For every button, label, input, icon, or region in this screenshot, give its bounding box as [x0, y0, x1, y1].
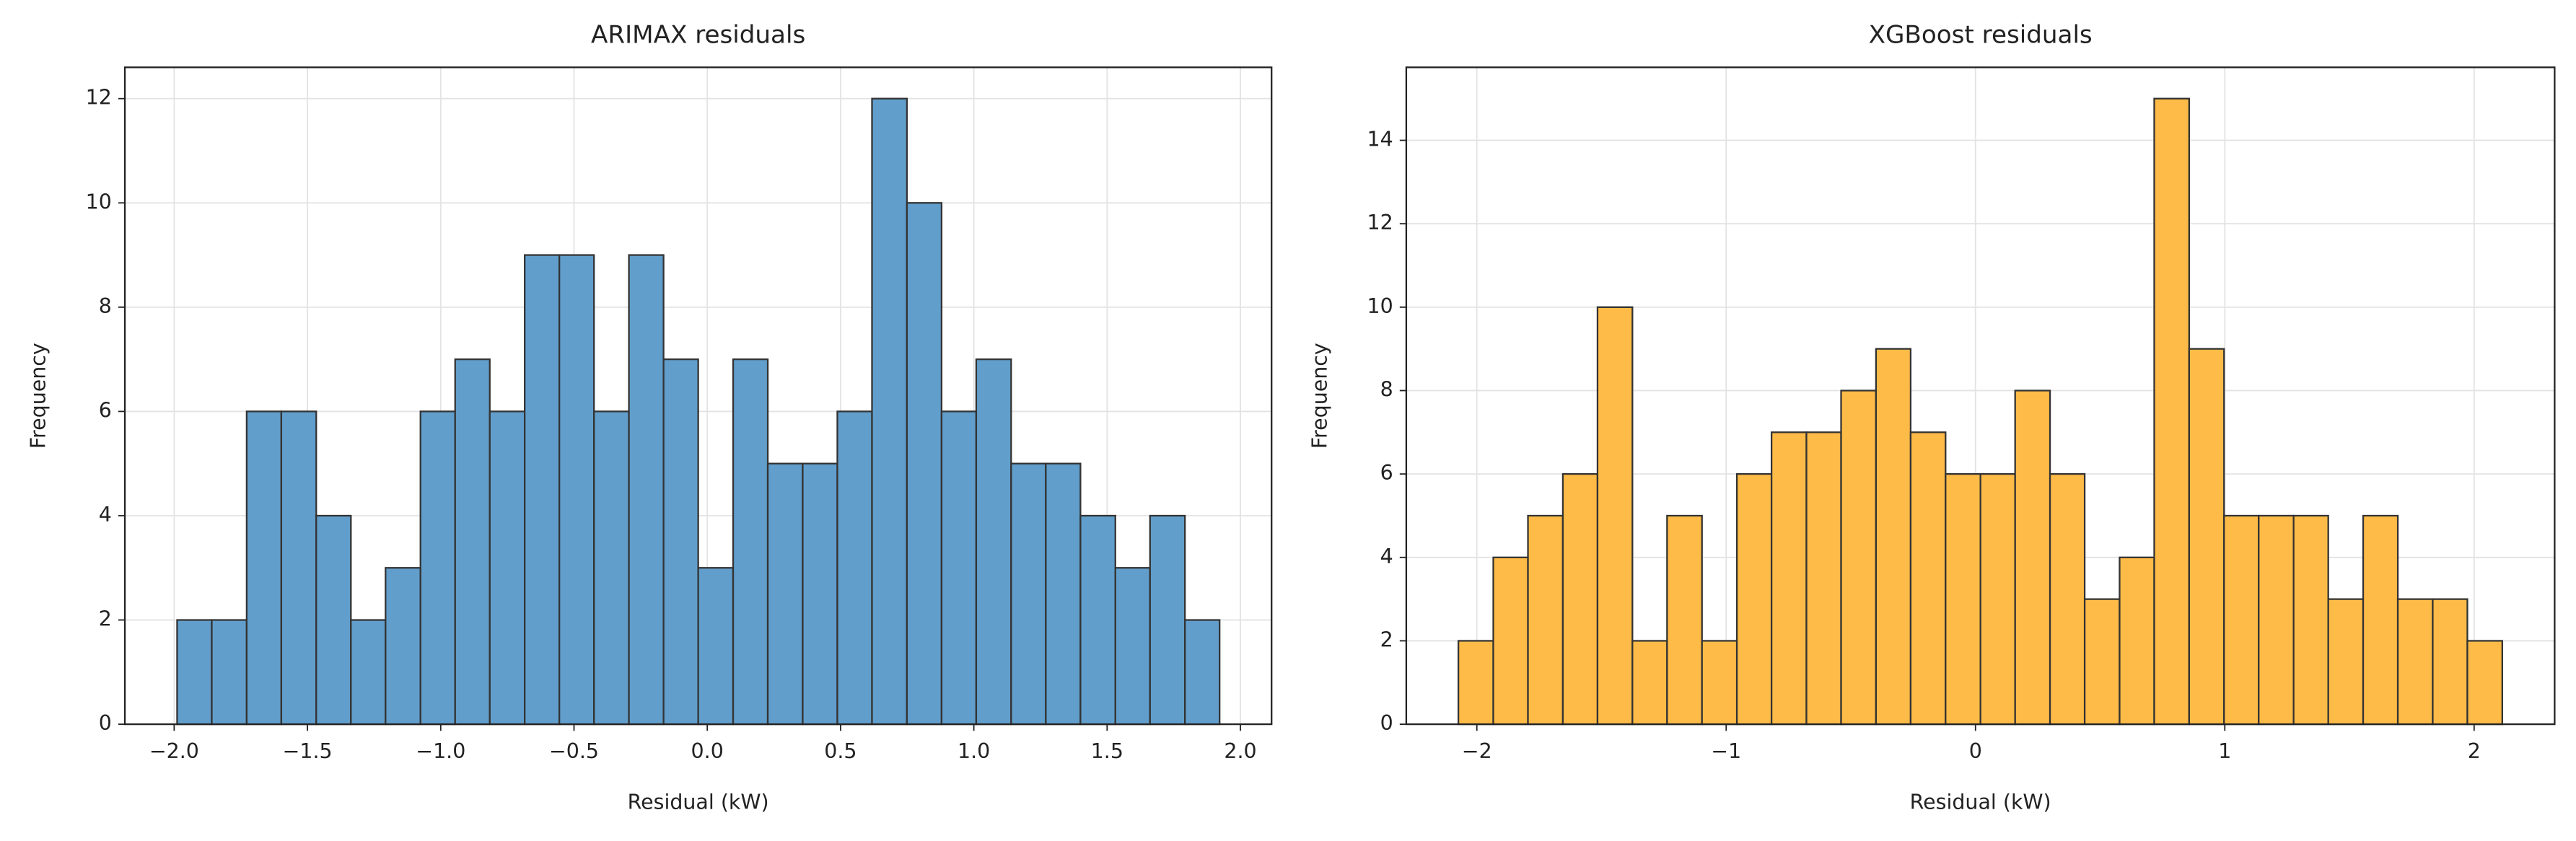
y-tick-label: 6 [99, 398, 112, 422]
histogram-bar [802, 462, 838, 726]
histogram-bar [2327, 598, 2365, 726]
histogram-bar [662, 358, 699, 726]
histogram-bar [419, 410, 456, 726]
y-tick-label: 2 [99, 607, 112, 631]
histogram-bar [1979, 473, 2016, 726]
y-tick-label: 0 [1380, 711, 1393, 735]
x-tick-label: −2.0 [149, 739, 199, 763]
x-tick-label: −2 [1462, 739, 1492, 763]
histogram-bar [1840, 389, 1878, 726]
histogram-bar [315, 514, 352, 726]
histogram-bar [628, 254, 665, 726]
x-tick-label: −0.5 [549, 739, 599, 763]
histogram-bar [906, 202, 943, 726]
histogram-bar [2119, 556, 2155, 726]
histogram-bar [454, 358, 491, 726]
histogram-bar [1770, 431, 1808, 726]
y-tick-label: 14 [1367, 128, 1393, 151]
histogram-bar [2014, 389, 2051, 726]
histogram-bar [732, 358, 769, 726]
y-tick-label: 12 [86, 86, 112, 110]
y-tick-label: 12 [1367, 211, 1393, 234]
x-tick-label: −1.0 [416, 739, 465, 763]
histogram-bar [524, 254, 561, 726]
histogram-bar [2049, 473, 2086, 726]
y-tick-label: 8 [1380, 378, 1393, 402]
y-axis-label: Frequency [1308, 343, 1332, 449]
histogram-bar [1114, 567, 1151, 726]
histogram-bar [1631, 640, 1668, 726]
x-tick-label: 1 [2218, 739, 2231, 763]
histogram-bar [1045, 462, 1082, 726]
histogram-bar [1701, 640, 1738, 726]
histogram-bar [836, 410, 873, 726]
x-tick-label: −1 [1711, 739, 1741, 763]
histogram-bar [1527, 514, 1564, 726]
x-tick-label: 0.0 [691, 739, 724, 763]
histogram-bar [1458, 640, 1494, 726]
y-tick-label: 0 [99, 711, 112, 735]
y-tick-label: 6 [1380, 461, 1393, 485]
histogram-bar [280, 410, 317, 726]
y-tick-label: 10 [86, 190, 112, 213]
histogram-bar [975, 358, 1012, 726]
x-tick-label: 1.5 [1091, 739, 1123, 763]
histogram-bar [1909, 431, 1947, 726]
y-tick-label: 10 [1367, 294, 1393, 318]
histogram-bar [593, 410, 630, 726]
histogram-bar [176, 619, 213, 726]
chart-title: XGBoost residuals [1869, 21, 2093, 50]
histogram-bar [245, 410, 283, 726]
histogram-bar [1596, 306, 1634, 726]
histogram-bar [2432, 598, 2468, 726]
histogram-bar [1492, 556, 1529, 726]
histogram-bar [2292, 514, 2329, 726]
y-tick-label: 4 [1380, 545, 1393, 568]
histogram-bar [2466, 640, 2503, 726]
histogram-bar [2153, 97, 2191, 726]
x-tick-label: 2.0 [1224, 739, 1256, 763]
histogram-bar [1805, 431, 1842, 726]
y-tick-label: 4 [99, 503, 112, 527]
x-tick-label: 1.0 [958, 739, 990, 763]
histogram-bar [766, 462, 804, 726]
x-axis-label: Residual (kW) [1910, 790, 2051, 814]
histogram-bar [1666, 514, 1703, 726]
histogram-bar [1945, 473, 1981, 726]
histogram-bar [489, 410, 526, 726]
x-axis-label: Residual (kW) [628, 790, 769, 814]
histogram-bar [940, 410, 978, 726]
histogram-bar [1184, 619, 1221, 726]
histogram-bar [871, 97, 908, 726]
histogram-bar [2362, 514, 2399, 726]
histogram-bar [1149, 514, 1186, 726]
histogram-bar [1010, 462, 1047, 726]
histogram-bar [2258, 514, 2295, 726]
axes-frame [123, 66, 1273, 726]
histogram-bar [2188, 348, 2225, 726]
histogram-bar [1735, 473, 1773, 726]
histogram-bar [350, 619, 387, 726]
histogram-bar [1561, 473, 1599, 726]
y-axis-label: Frequency [27, 343, 51, 449]
x-tick-label: 2 [2468, 739, 2481, 763]
x-tick-label: 0 [1969, 739, 1982, 763]
chart-title: ARIMAX residuals [591, 21, 805, 50]
y-tick-label: 8 [99, 294, 112, 318]
histogram-bar [2396, 598, 2434, 726]
histogram-bar [697, 567, 735, 726]
histogram-bar [558, 254, 595, 726]
histogram-bar [1875, 348, 1912, 726]
histogram-bar [1079, 514, 1116, 726]
histogram-bar [2223, 514, 2260, 726]
x-tick-label: −1.5 [283, 739, 333, 763]
histogram-bar [211, 619, 247, 726]
y-tick-label: 2 [1380, 628, 1393, 651]
axes-frame [1405, 66, 2556, 726]
histogram-bar [385, 567, 421, 726]
x-tick-label: 0.5 [824, 739, 857, 763]
histogram-bar [2083, 598, 2121, 726]
